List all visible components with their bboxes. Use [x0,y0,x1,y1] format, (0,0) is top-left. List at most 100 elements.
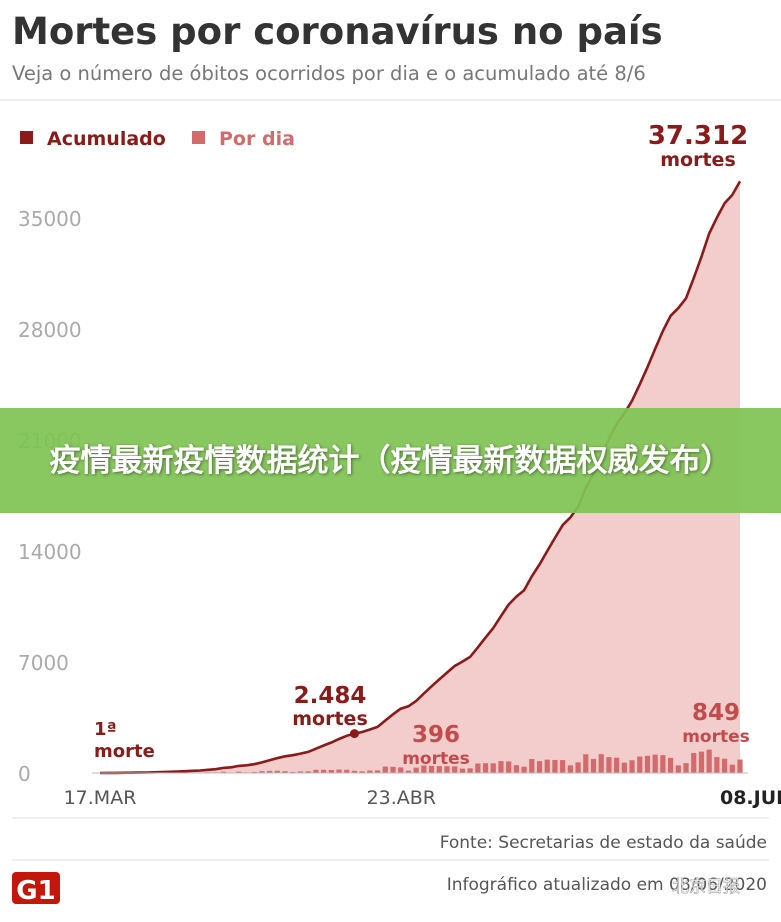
bar [313,769,319,773]
bar [567,765,573,773]
bar [683,763,689,773]
highlight-point [349,729,359,739]
bar [544,759,550,773]
bar [282,771,288,773]
annotation: 1ª [94,719,117,740]
bar [367,770,373,773]
annotation: 396 [412,722,460,748]
bar [444,766,450,773]
bar [290,771,296,773]
banner: 疫情最新疫情数据统计（疫情最新数据权威发布） [0,408,781,513]
bar [498,761,504,773]
x-tick-label: 23.ABR [367,787,436,809]
source: Fonte: Secretarias de estado da saúde [440,833,767,853]
y-tick-label: 35000 [18,207,82,231]
annotation: 849 [692,700,740,726]
bar [652,754,658,773]
bar [637,756,643,773]
bar [398,767,404,773]
bar [220,771,226,773]
bar [521,766,527,773]
legend-label: Acumulado [47,128,166,150]
y-tick-label: 14000 [18,540,82,564]
bar [321,769,327,773]
bar [467,768,473,773]
bar [475,763,481,773]
bar [305,771,311,773]
annotation: 2.484 [294,683,367,709]
bar [583,754,589,773]
bar [336,769,342,773]
bar [560,760,566,773]
bar [552,759,558,773]
bar [359,771,365,773]
bar [614,757,620,773]
annotation: 37.312 [648,121,748,151]
y-tick-label: 7000 [18,651,69,675]
bar [698,751,705,773]
bar [506,761,512,773]
bar [436,766,442,773]
annotation: mortes [402,749,470,769]
banner-text: 疫情最新疫情数据统计（疫情最新数据权威发布） [49,442,732,479]
bar [706,749,712,773]
area [100,181,740,774]
line [99,180,742,775]
bar [428,765,435,773]
bar [629,760,635,773]
legend-swatch [192,131,205,144]
bar [675,765,681,773]
bar [575,762,581,773]
bar [660,755,666,773]
bar [482,763,489,773]
bar [668,757,674,773]
y-tick-label: 0 [18,762,31,786]
bar [236,771,242,773]
bar [413,767,419,773]
bar [490,763,496,773]
bar [251,771,257,773]
annotation: mortes [292,708,368,730]
bar [452,766,458,773]
bar [536,761,543,773]
bar [421,765,427,773]
watermark: 北京日报 [672,877,740,897]
annotation: mortes [660,149,736,171]
bar [459,768,466,773]
bar [328,770,334,773]
bar [621,762,627,773]
bar [714,757,720,773]
annotation: mortes [682,727,750,747]
bar [737,759,743,773]
updated: Infográfico atualizado em 08/06/2020 [447,875,767,895]
bar [644,755,651,773]
bar [721,758,728,773]
legend-swatch [20,131,33,144]
bar [297,771,304,773]
bar [598,754,604,773]
y-tick-label: 28000 [18,318,82,342]
x-tick-label: 08.JUN [720,787,781,809]
chart-subtitle: Veja o número de óbitos ocorridos por di… [12,62,646,85]
bar [405,770,412,773]
bar [344,769,350,773]
chart-title: Mortes por coronavírus no país [12,10,663,53]
x-tick-label: 17.MAR [64,787,137,809]
bar [382,766,388,773]
bar [590,758,597,773]
bar [267,770,273,773]
bar [390,766,396,773]
legend-label: Por dia [219,128,295,150]
bar [529,759,535,773]
bar [374,770,381,773]
bar [274,770,280,773]
logo-box [12,872,60,904]
bar [729,764,735,773]
bar [691,752,697,773]
logo: G1 [16,876,55,906]
bar [351,770,358,773]
annotation: morte [94,741,155,762]
bar [606,757,612,773]
bar [513,765,519,773]
